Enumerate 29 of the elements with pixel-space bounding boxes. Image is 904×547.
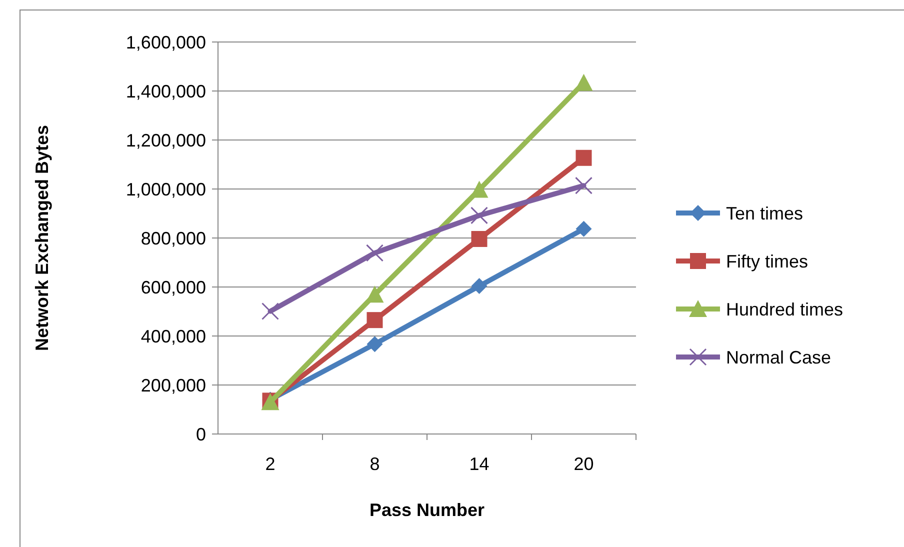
x-tick-label: 14	[469, 454, 490, 474]
y-tick-label: 1,400,000	[126, 81, 206, 102]
point	[470, 206, 488, 224]
point	[262, 302, 279, 320]
legend-label: Hundred times	[726, 299, 844, 320]
point	[471, 230, 488, 247]
point	[366, 312, 383, 328]
y-tick-label: 1,600,000	[126, 32, 206, 52]
y-tick-label: 200,000	[140, 375, 206, 396]
point	[366, 244, 384, 262]
point	[576, 220, 592, 237]
y-tick-label: 400,000	[140, 326, 206, 346]
point	[366, 336, 383, 352]
x-tick-label: 20	[574, 454, 594, 474]
x-tick-label: 2	[265, 454, 276, 474]
y-tick-label: 0	[196, 424, 206, 444]
legend-label: Normal Case	[726, 347, 832, 368]
y-axis-title: Network Exchanged Bytes	[32, 124, 52, 352]
point	[576, 150, 592, 166]
x-tick-label: 8	[370, 454, 380, 474]
y-tick-label: 800,000	[140, 228, 206, 248]
y-tick-label: 600,000	[140, 277, 206, 298]
legend-label: Ten times	[726, 203, 804, 224]
legend-label: Fifty times	[726, 251, 808, 272]
point	[575, 176, 592, 194]
point	[471, 278, 488, 294]
y-tick-label: 1,000,000	[126, 179, 206, 200]
y-tick-label: 1,200,000	[126, 130, 206, 150]
x-axis-title: Pass Number	[369, 500, 485, 520]
